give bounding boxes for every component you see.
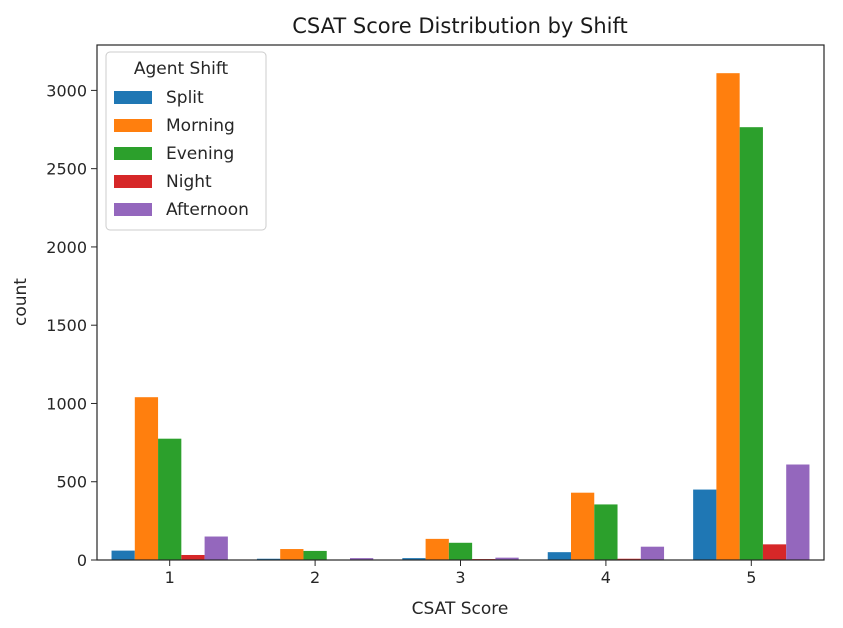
bar-evening-5 xyxy=(739,127,763,561)
bars-layer xyxy=(111,73,810,561)
x-tick-label: 1 xyxy=(165,568,175,587)
legend-label-evening: Evening xyxy=(166,144,234,164)
legend-title: Agent Shift xyxy=(134,59,229,79)
bar-morning-4 xyxy=(571,492,595,560)
y-axis-label: count xyxy=(11,278,31,326)
legend-swatch-evening xyxy=(114,147,152,160)
legend-swatch-night xyxy=(114,175,152,188)
bar-split-4 xyxy=(547,552,571,560)
legend-swatch-split xyxy=(114,91,152,104)
y-tick-label: 500 xyxy=(56,473,87,492)
legend-swatch-morning xyxy=(114,119,152,132)
y-axis: 0 500 1000 1500 2000 2500 3000 xyxy=(46,81,97,570)
x-tick-label: 3 xyxy=(455,568,465,587)
bar-split-2 xyxy=(256,558,281,560)
bar-afternoon-2 xyxy=(350,558,374,560)
legend-label-night: Night xyxy=(166,172,212,192)
bar-evening-3 xyxy=(448,542,473,560)
bar-split-3 xyxy=(402,558,426,560)
legend-swatch-afternoon xyxy=(114,203,152,216)
legend-label-morning: Morning xyxy=(166,116,235,136)
y-tick-label: 0 xyxy=(77,551,87,570)
bar-afternoon-1 xyxy=(204,536,228,560)
bar-morning-3 xyxy=(425,538,449,560)
y-tick-label: 3000 xyxy=(46,81,87,100)
bar-split-5 xyxy=(693,489,717,560)
y-tick-label: 2500 xyxy=(46,160,87,179)
y-tick-label: 2000 xyxy=(46,238,87,257)
bar-morning-1 xyxy=(134,397,159,560)
bar-morning-2 xyxy=(280,549,304,560)
y-tick-label: 1000 xyxy=(46,394,87,413)
x-tick-label: 2 xyxy=(310,568,320,587)
legend: Agent Shift Split Morning Evening Night After… xyxy=(105,51,267,231)
bar-night-5 xyxy=(762,544,787,560)
bar-evening-4 xyxy=(594,504,618,560)
chart-title: CSAT Score Distribution by Shift xyxy=(292,14,627,38)
bar-night-1 xyxy=(181,554,205,560)
bar-evening-2 xyxy=(303,550,327,560)
x-axis-label: CSAT Score xyxy=(412,599,509,619)
y-tick-label: 1500 xyxy=(46,316,87,335)
legend-label-afternoon: Afternoon xyxy=(166,200,249,220)
bar-afternoon-4 xyxy=(640,546,665,560)
x-tick-label: 5 xyxy=(746,568,756,587)
x-axis: 1 2 3 4 5 xyxy=(165,560,756,587)
bar-split-1 xyxy=(111,550,135,560)
bar-evening-1 xyxy=(158,438,182,560)
legend-label-split: Split xyxy=(166,88,204,108)
x-tick-label: 4 xyxy=(601,568,611,587)
bar-afternoon-3 xyxy=(495,557,519,560)
bar-night-4 xyxy=(617,558,641,560)
bar-morning-5 xyxy=(716,73,740,561)
bar-afternoon-5 xyxy=(786,464,810,560)
